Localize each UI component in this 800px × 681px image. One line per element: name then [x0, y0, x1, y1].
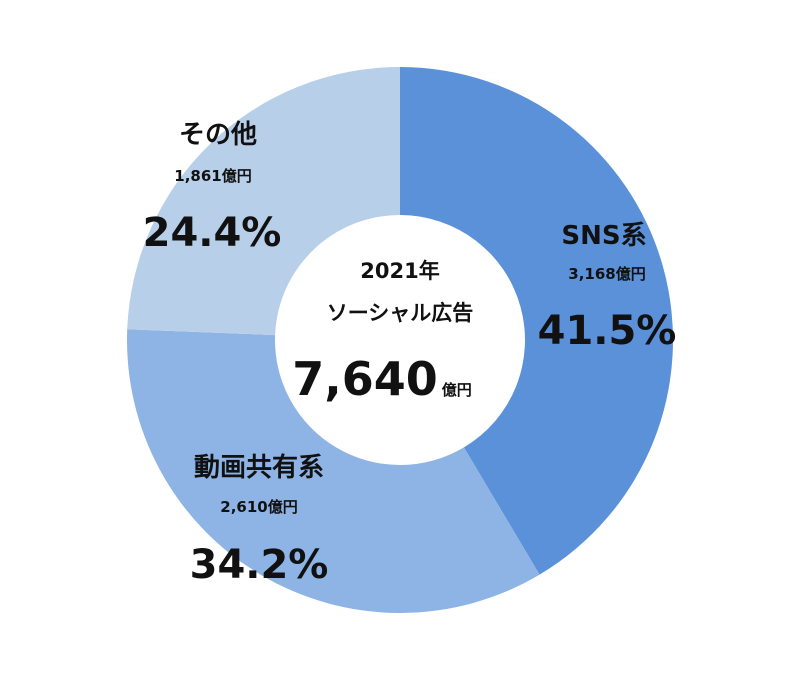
slice-other: [127, 67, 400, 336]
slice-name-sns: SNS系: [561, 221, 646, 251]
slice-name-other: その他: [179, 120, 257, 150]
center-label: 2021年 ソーシャル広告 7,640 億円: [292, 259, 473, 406]
slice-percent-sns: 41.5%: [538, 308, 677, 354]
slice-sns: [400, 67, 673, 575]
slice-video-sharing: [127, 329, 540, 613]
slice-label-sns: SNS系 3,168億円 41.5%: [538, 221, 677, 354]
slice-amount-sns: 3,168億円: [568, 265, 645, 283]
slice-name-video: 動画共有系: [194, 453, 324, 483]
slice-percent-video: 34.2%: [190, 542, 329, 588]
center-title: ソーシャル広告: [327, 301, 474, 325]
slice-label-video: 動画共有系 2,610億円 34.2%: [190, 453, 329, 588]
center-total: 7,640: [292, 352, 438, 406]
slice-amount-other: 1,861億円: [174, 167, 251, 185]
slice-label-other: その他 1,861億円 24.4%: [143, 120, 282, 256]
slice-amount-video: 2,610億円: [220, 498, 297, 516]
center-unit: 億円: [442, 381, 472, 399]
center-total-group: 7,640 億円: [292, 352, 472, 406]
slice-percent-other: 24.4%: [143, 210, 282, 256]
donut-slices: [127, 67, 673, 613]
center-year: 2021年: [360, 259, 439, 283]
